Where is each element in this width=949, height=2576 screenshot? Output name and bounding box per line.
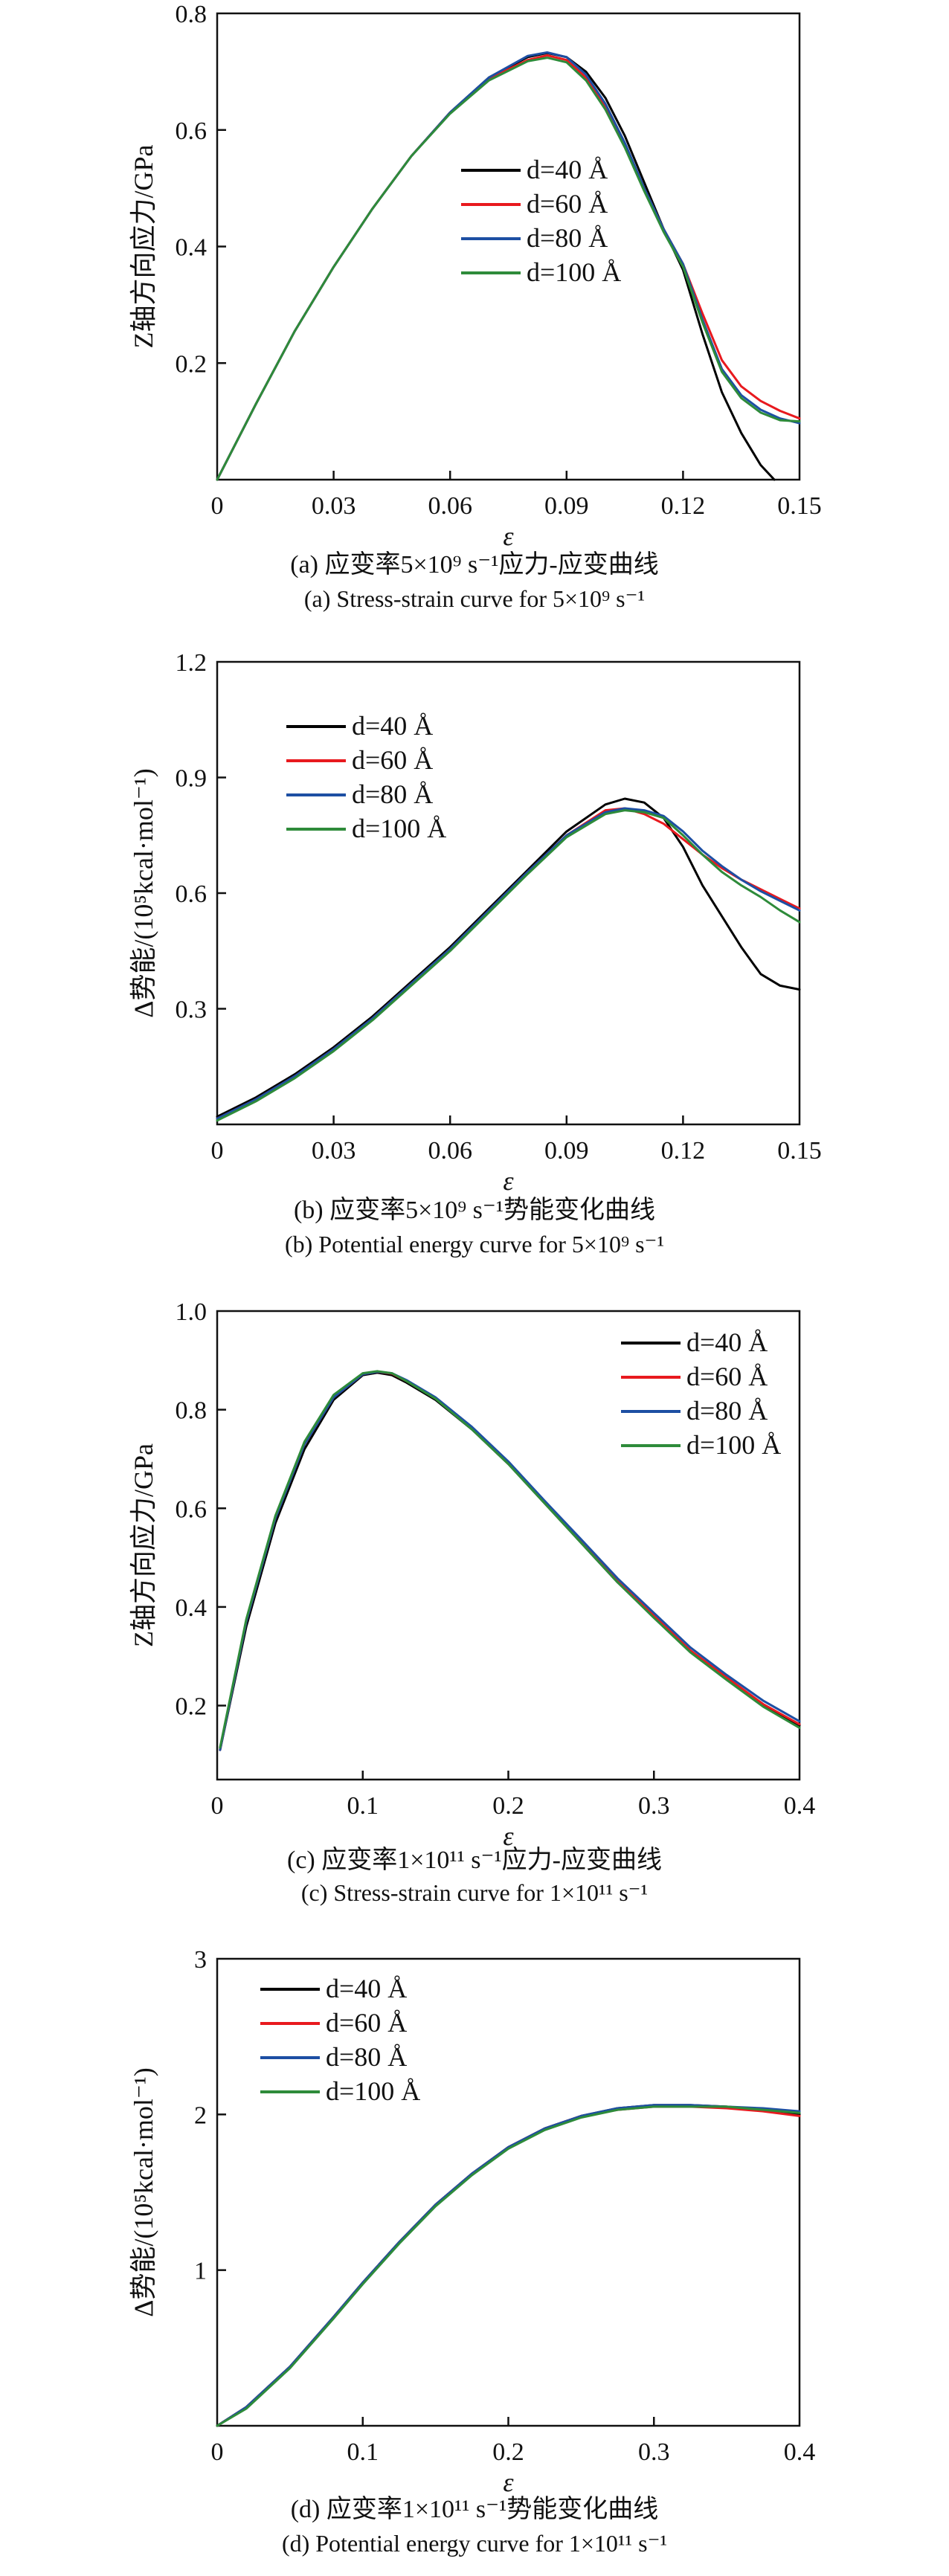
y-tick-label: 2 [194, 2102, 207, 2129]
legend-label: d=60 Å [686, 1362, 768, 1391]
caption-chinese: (b) 应变率5×10⁹ s⁻¹势能变化曲线 [294, 1196, 655, 1224]
series-line-d60 [216, 2105, 801, 2427]
y-tick-label: 0.3 [176, 996, 208, 1024]
series-line-d100 [216, 57, 801, 481]
series-line-d100 [216, 2105, 801, 2427]
legend: d=40 Å d=60 Å d=80 Å d=100 Å [621, 1327, 781, 1460]
legend-label: d=80 Å [527, 223, 608, 253]
x-tick-label: 0.06 [428, 1137, 472, 1165]
legend-label: d=60 Å [352, 745, 433, 775]
legend-label: d=40 Å [352, 711, 433, 741]
legend-label: d=80 Å [352, 779, 433, 809]
y-tick-label: 0.6 [176, 1495, 208, 1523]
x-tick-label: 0 [211, 1137, 224, 1165]
series-line-d80 [216, 2104, 801, 2427]
caption-chinese: (a) 应变率5×10⁹ s⁻¹应力-应变曲线 [290, 550, 658, 579]
y-tick-label: 0.8 [176, 1397, 208, 1425]
x-tick-label: 0 [211, 2438, 224, 2466]
y-axis-label: Z轴方向应力/GPa [129, 144, 158, 348]
y-tick-label: 1 [194, 2258, 207, 2285]
plot-frame [216, 12, 801, 481]
x-tick-label: 0.1 [347, 1792, 379, 1820]
x-axis-label: ε [503, 1821, 514, 1851]
y-tick-label: 0.2 [176, 350, 208, 378]
y-tick-label: 0.4 [176, 234, 208, 262]
caption-english: (a) Stress-strain curve for 5×10⁹ s⁻¹ [304, 585, 645, 612]
x-tick-label: 0 [211, 1792, 224, 1820]
x-axis-label: ε [503, 2467, 514, 2497]
series-line-d40 [216, 51, 776, 481]
chart-panel-c: 0 0.1 0.2 0.3 0.4 0.2 0.4 0.6 0.8 1.0 ε Z轴方向应力/GPa d… [129, 1298, 815, 1906]
x-axis-label: ε [503, 521, 514, 551]
legend-label: d=60 Å [527, 189, 608, 219]
x-tick-label: 0.12 [661, 492, 706, 520]
y-tick-label: 3 [194, 1946, 207, 1974]
plot-frame [216, 1957, 801, 2427]
caption-english: (b) Potential energy curve for 5×10⁹ s⁻¹ [285, 1231, 664, 1258]
caption-english: (d) Potential energy curve for 1×10¹¹ s⁻… [282, 2530, 667, 2557]
x-tick-label: 0.4 [784, 1792, 816, 1820]
x-tick-label: 0.15 [777, 492, 822, 520]
x-tick-label: 0.03 [312, 1137, 356, 1165]
y-axis-label: Z轴方向应力/GPa [129, 1443, 158, 1647]
series-line-d80 [216, 807, 801, 1120]
x-tick-label: 0.12 [661, 1137, 706, 1165]
caption-chinese: (d) 应变率1×10¹¹ s⁻¹势能变化曲线 [291, 2495, 659, 2523]
y-tick-label: 0.6 [176, 117, 208, 145]
legend: d=40 Å d=60 Å d=80 Å d=100 Å [286, 711, 446, 843]
series-line-d60 [216, 54, 801, 481]
series-line-d100 [219, 1370, 801, 1749]
y-tick-label: 1.0 [176, 1298, 208, 1326]
caption-english: (c) Stress-strain curve for 1×10¹¹ s⁻¹ [301, 1879, 648, 1906]
y-axis-label: Δ势能/(10⁵kcal·mol⁻¹) [129, 2067, 158, 2316]
series-line-d100 [216, 809, 801, 1122]
x-tick-label: 0.15 [777, 1137, 822, 1165]
x-tick-label: 0.09 [544, 1137, 589, 1165]
x-tick-label: 0 [211, 492, 224, 520]
x-tick-label: 0.1 [347, 2438, 379, 2466]
legend-label: d=100 Å [527, 257, 621, 287]
legend: d=40 Å d=60 Å d=80 Å d=100 Å [461, 155, 621, 287]
x-tick-label: 0.4 [784, 2438, 816, 2466]
series-line-d40 [216, 2104, 801, 2427]
series-line-d80 [216, 51, 801, 481]
y-tick-label: 0.2 [176, 1693, 208, 1721]
legend-label: d=60 Å [326, 2008, 407, 2038]
y-tick-label: 0.4 [176, 1594, 208, 1622]
caption-chinese: (c) 应变率1×10¹¹ s⁻¹应力-应变曲线 [287, 1846, 662, 1874]
legend-label: d=40 Å [326, 1974, 407, 2003]
chart-panel-b: 0 0.03 0.06 0.09 0.12 0.15 0.3 0.6 0.9 1.2 ε Δ势能/(1… [129, 649, 822, 1258]
y-tick-label: 0.9 [176, 765, 208, 793]
x-tick-label: 0.2 [492, 2438, 524, 2466]
x-tick-label: 0.3 [638, 1792, 670, 1820]
x-tick-label: 0.2 [492, 1792, 524, 1820]
series-line-d60 [219, 1371, 801, 1751]
y-tick-label: 0.6 [176, 880, 208, 908]
x-tick-label: 0.09 [544, 492, 589, 520]
y-tick-label: 0.8 [176, 1, 208, 28]
x-tick-label: 0.06 [428, 492, 472, 520]
legend: d=40 Å d=60 Å d=80 Å d=100 Å [260, 1974, 420, 2106]
chart-panel-a: 0 0.03 0.06 0.09 0.12 0.15 0.2 0.4 0.6 0.8 ε Z轴方向应力… [129, 1, 822, 612]
legend-label: d=100 Å [326, 2076, 420, 2106]
legend-label: d=80 Å [326, 2042, 407, 2072]
legend-label: d=40 Å [527, 155, 608, 184]
legend-label: d=100 Å [352, 814, 446, 843]
series-line-d40 [219, 1371, 801, 1751]
x-axis-label: ε [503, 1166, 514, 1196]
x-tick-label: 0.03 [312, 492, 356, 520]
y-tick-label: 1.2 [176, 649, 208, 677]
series-line-d40 [216, 797, 801, 1118]
legend-label: d=100 Å [686, 1430, 781, 1460]
y-axis-label: Δ势能/(10⁵kcal·mol⁻¹) [129, 768, 158, 1017]
x-tick-label: 0.3 [638, 2438, 670, 2466]
series-line-d80 [219, 1371, 801, 1751]
legend-label: d=40 Å [686, 1327, 768, 1357]
legend-label: d=80 Å [686, 1396, 768, 1426]
chart-panel-d: 0 0.1 0.2 0.3 0.4 1 2 3 ε Δ势能/(10⁵kcal·mol⁻¹) d=40… [129, 1946, 815, 2557]
